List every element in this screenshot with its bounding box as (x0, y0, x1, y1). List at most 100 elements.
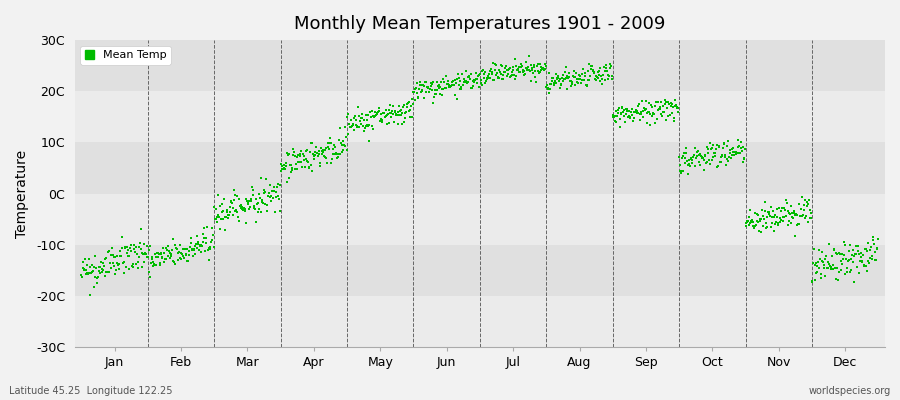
Point (203, 246, 218, 252)
Point (90, 280, 104, 287)
Point (323, 135, 338, 141)
Point (790, 212, 805, 218)
Point (101, 249, 115, 255)
Point (454, 86, 468, 92)
Point (692, 151, 706, 158)
Point (741, 219, 755, 226)
Point (399, 109, 413, 115)
Point (826, 247, 841, 254)
Point (253, 194, 267, 201)
Point (405, 96, 419, 102)
Point (776, 218, 790, 224)
Point (496, 72, 510, 78)
Point (274, 168, 288, 175)
Point (399, 115, 413, 122)
Point (184, 239, 198, 246)
Point (591, 67, 606, 74)
Point (819, 253, 833, 260)
Point (292, 159, 306, 166)
Point (389, 111, 403, 118)
Point (742, 222, 756, 228)
Point (718, 151, 733, 158)
Point (217, 196, 231, 202)
Point (130, 251, 144, 258)
Point (220, 207, 234, 214)
Point (534, 67, 548, 73)
Point (610, 113, 625, 119)
Point (836, 256, 850, 263)
Point (778, 214, 792, 220)
Point (400, 103, 414, 110)
Point (774, 217, 788, 223)
Point (383, 110, 398, 116)
Point (736, 155, 751, 162)
Point (615, 105, 629, 111)
Point (138, 251, 152, 257)
Point (417, 83, 431, 90)
Point (360, 117, 374, 123)
Title: Monthly Mean Temperatures 1901 - 2009: Monthly Mean Temperatures 1901 - 2009 (294, 15, 666, 33)
Point (590, 73, 604, 80)
Point (432, 82, 446, 88)
Point (738, 146, 752, 152)
Point (521, 52, 535, 59)
Point (786, 214, 800, 221)
Point (280, 179, 294, 186)
Point (851, 243, 866, 249)
Point (428, 90, 443, 97)
Point (76, 266, 91, 273)
Point (285, 166, 300, 173)
Point (363, 108, 377, 115)
Point (245, 183, 259, 190)
Point (151, 251, 166, 258)
Point (711, 163, 725, 169)
Point (778, 213, 793, 219)
Point (663, 112, 678, 118)
Point (572, 76, 587, 82)
Point (224, 197, 238, 204)
Point (144, 254, 158, 260)
Point (317, 153, 331, 159)
Point (475, 67, 490, 74)
Point (194, 249, 209, 255)
Point (814, 271, 828, 278)
Point (513, 60, 527, 67)
Point (121, 253, 135, 260)
Point (75, 273, 89, 280)
Point (483, 68, 498, 74)
Point (658, 101, 672, 107)
Point (414, 81, 428, 88)
Point (173, 242, 187, 248)
Point (552, 78, 566, 84)
Point (532, 68, 546, 75)
Point (316, 146, 330, 153)
Point (690, 147, 705, 154)
Point (572, 79, 586, 86)
Point (626, 109, 641, 116)
Point (768, 221, 782, 228)
Point (218, 214, 232, 220)
Point (475, 66, 490, 73)
Point (91, 263, 105, 270)
Point (168, 242, 183, 248)
Point (452, 82, 466, 88)
Point (96, 260, 111, 266)
Point (101, 248, 115, 255)
Point (409, 84, 423, 91)
Point (747, 225, 761, 231)
Point (796, 202, 811, 208)
Point (238, 220, 253, 226)
Point (449, 76, 464, 83)
Point (813, 256, 827, 262)
Point (665, 100, 680, 107)
Point (733, 150, 747, 156)
Point (461, 78, 475, 85)
Point (681, 161, 696, 167)
Point (574, 80, 589, 86)
Point (787, 210, 801, 216)
Point (235, 206, 249, 212)
Point (478, 80, 492, 87)
Point (110, 260, 124, 266)
Point (512, 64, 526, 70)
Point (354, 114, 368, 121)
